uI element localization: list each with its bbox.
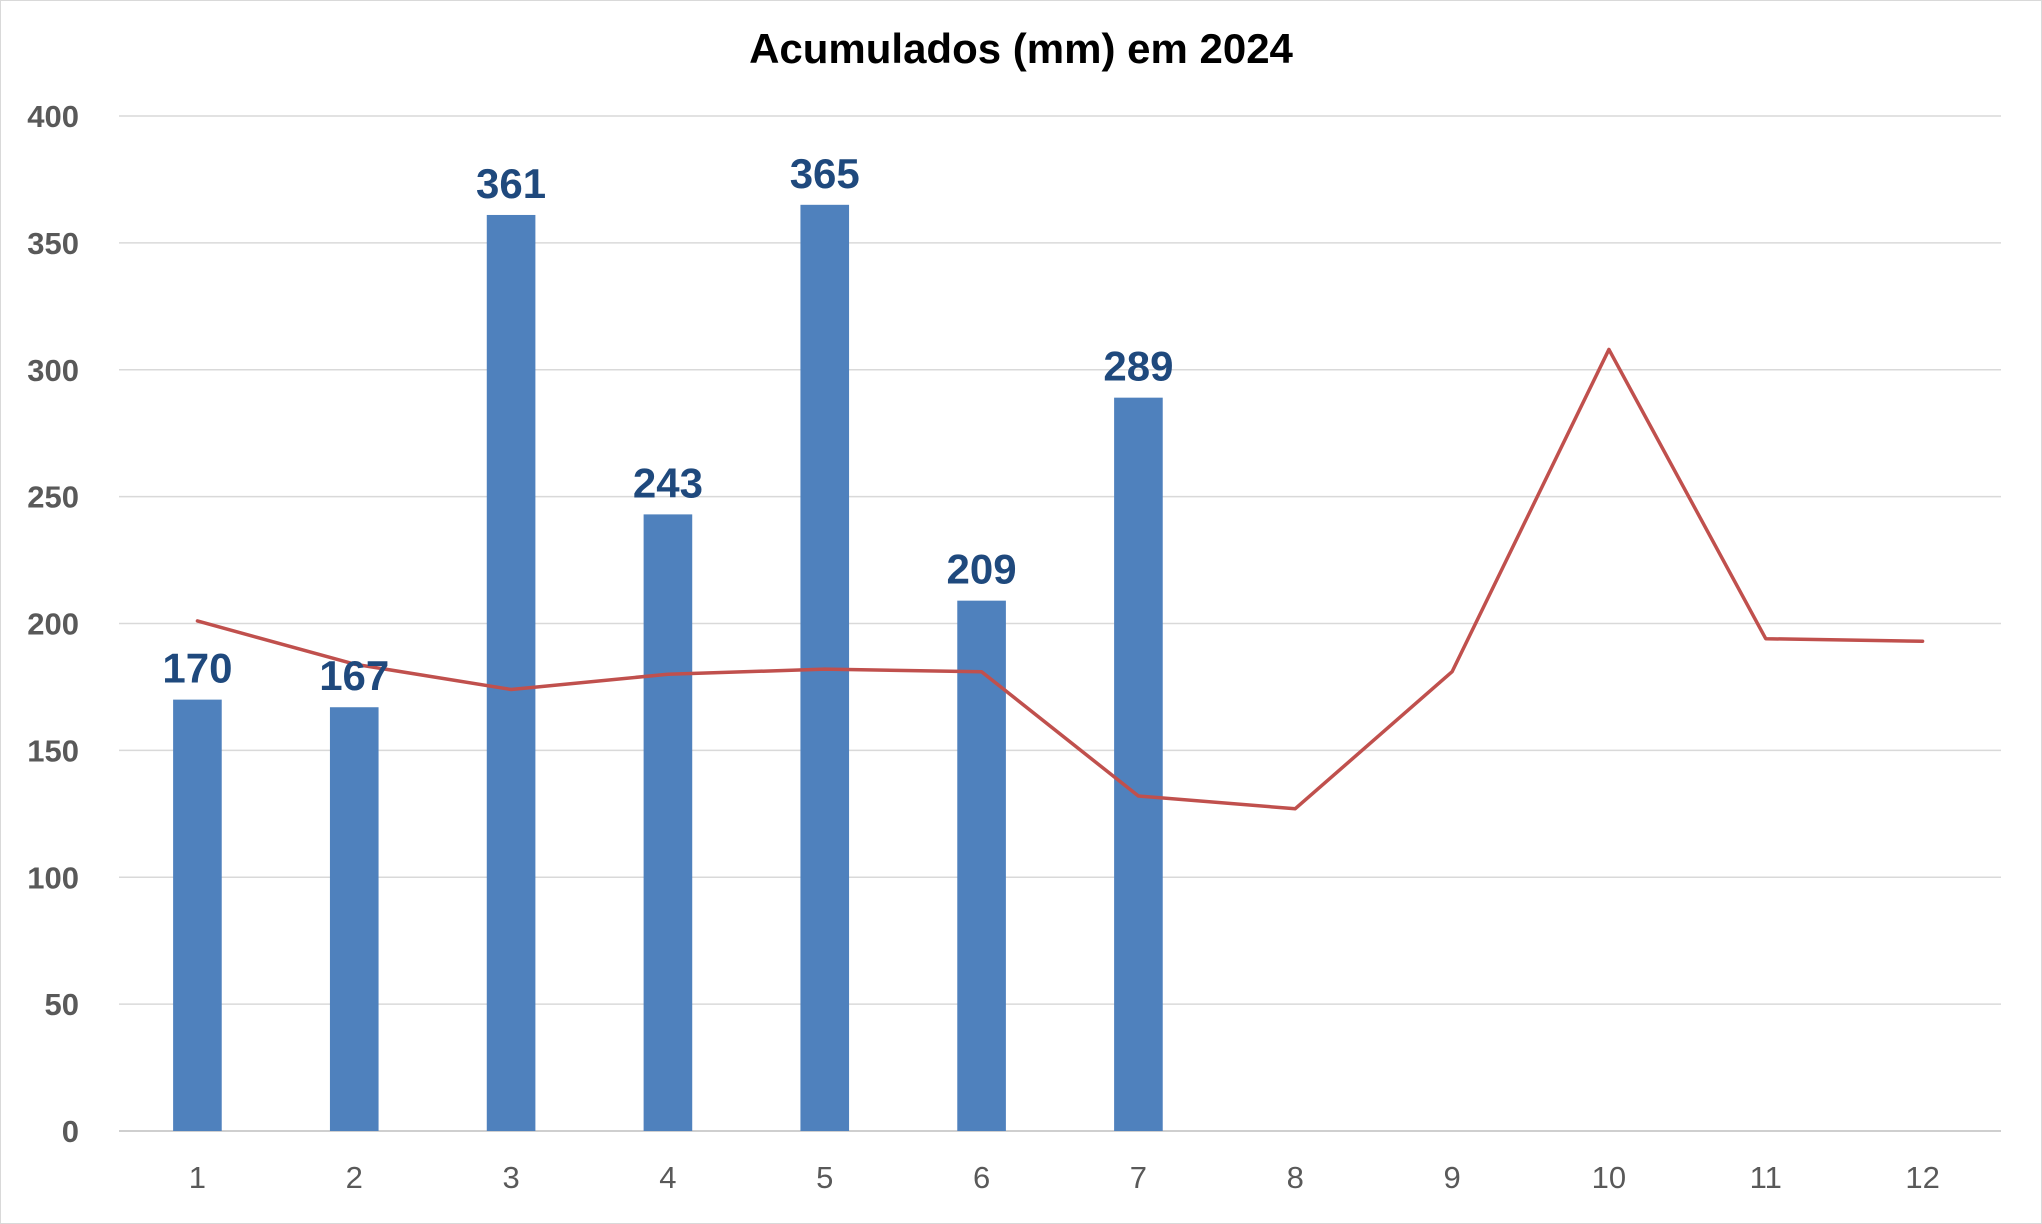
bar — [329, 707, 379, 1131]
y-tick-label: 300 — [27, 353, 79, 388]
x-tick-label: 5 — [816, 1160, 833, 1195]
bar — [1114, 397, 1163, 1132]
bar-data-label: 170 — [162, 645, 232, 692]
bar — [486, 214, 536, 1131]
x-tick-label: 3 — [502, 1160, 519, 1195]
y-tick-label: 50 — [45, 987, 79, 1022]
bar — [173, 699, 222, 1131]
x-tick-label: 11 — [1750, 1160, 1782, 1195]
bar-layer — [173, 204, 1163, 1132]
bar-data-label: 167 — [319, 652, 389, 699]
x-tick-label: 4 — [659, 1160, 676, 1195]
label-layer: 170 167 361 243 365 209 289 — [162, 150, 1173, 699]
bar-data-label: 209 — [947, 546, 1017, 593]
bar — [957, 600, 1006, 1131]
series-line — [195, 347, 1925, 811]
bar — [643, 514, 693, 1131]
x-tick-label: 2 — [346, 1160, 363, 1195]
x-tick-label: 1 — [189, 1160, 206, 1195]
x-tick-label: 10 — [1592, 1160, 1626, 1195]
y-tick-label: 400 — [27, 99, 79, 134]
y-tick-label: 250 — [27, 480, 79, 515]
bar-data-label: 361 — [476, 160, 546, 207]
y-tick-label: 100 — [27, 860, 79, 895]
grid-layer — [119, 115, 2001, 1132]
x-tick-label: 7 — [1130, 1160, 1147, 1195]
x-tick-label: 12 — [1905, 1160, 1939, 1195]
x-tick-label: 9 — [1443, 1160, 1460, 1195]
y-tick-label: 350 — [27, 226, 79, 261]
chart-title: Acumulados (mm) em 2024 — [749, 25, 1293, 72]
y-tick-label: 150 — [27, 733, 79, 768]
bar-data-label: 243 — [633, 459, 703, 506]
y-tick-label: 0 — [62, 1114, 79, 1149]
y-tick-label: 200 — [27, 607, 79, 642]
line-layer — [195, 347, 1925, 811]
bar-data-label: 289 — [1103, 343, 1173, 390]
bar-data-label: 365 — [790, 150, 860, 197]
x-tick-label: 6 — [973, 1160, 990, 1195]
x-tick-label: 8 — [1287, 1160, 1304, 1195]
